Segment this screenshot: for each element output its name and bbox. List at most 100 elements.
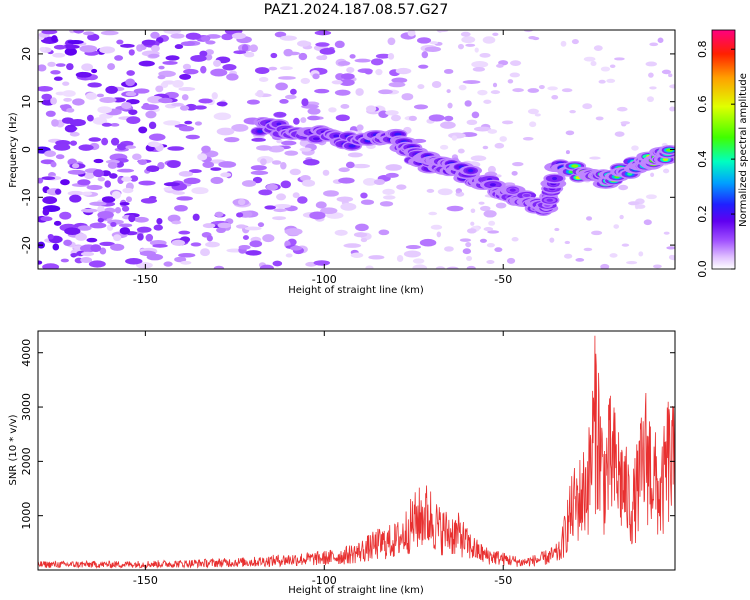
noise-blob bbox=[313, 260, 331, 266]
y-tick-label: 2000 bbox=[20, 447, 33, 475]
noise-blob bbox=[297, 196, 308, 204]
noise-blob bbox=[307, 115, 321, 121]
noise-blob bbox=[583, 56, 596, 62]
noise-blob bbox=[210, 68, 228, 77]
noise-blob bbox=[323, 190, 339, 197]
noise-blob bbox=[455, 190, 461, 194]
noise-blob bbox=[279, 35, 297, 41]
noise-blob bbox=[38, 64, 47, 72]
noise-blob bbox=[53, 44, 66, 50]
noise-blob bbox=[465, 241, 472, 248]
noise-blob bbox=[146, 165, 160, 173]
noise-blob bbox=[272, 260, 283, 267]
noise-blob bbox=[157, 161, 165, 170]
noise-blob bbox=[483, 227, 494, 232]
noise-blob bbox=[477, 89, 488, 96]
noise-blob bbox=[440, 121, 456, 129]
noise-blob bbox=[244, 52, 255, 58]
noise-blob bbox=[179, 73, 192, 80]
noise-blob bbox=[334, 89, 351, 96]
noise-blob bbox=[82, 31, 95, 36]
ridge-blob bbox=[348, 144, 356, 148]
noise-blob bbox=[650, 172, 655, 177]
noise-blob bbox=[202, 223, 216, 229]
noise-blob bbox=[176, 196, 193, 201]
noise-blob bbox=[244, 226, 262, 231]
noise-blob bbox=[355, 88, 364, 96]
noise-blob bbox=[125, 91, 137, 97]
noise-blob bbox=[107, 161, 118, 169]
noise-blob bbox=[457, 148, 465, 154]
noise-blob bbox=[205, 49, 214, 56]
noise-blob bbox=[272, 216, 287, 221]
noise-blob bbox=[238, 198, 246, 206]
noise-blob bbox=[470, 155, 487, 162]
noise-blob bbox=[349, 54, 356, 59]
heatmap-ridge-layer bbox=[250, 116, 675, 216]
noise-blob bbox=[509, 60, 522, 67]
noise-blob bbox=[114, 206, 122, 214]
noise-blob bbox=[391, 77, 408, 84]
noise-blob bbox=[466, 228, 477, 234]
noise-blob bbox=[63, 239, 73, 246]
noise-blob bbox=[41, 30, 58, 35]
noise-blob bbox=[472, 66, 486, 72]
noise-blob bbox=[447, 102, 453, 109]
noise-blob bbox=[460, 31, 471, 37]
noise-blob bbox=[575, 258, 585, 262]
noise-blob bbox=[157, 74, 166, 80]
noise-blob bbox=[190, 55, 207, 62]
noise-blob bbox=[428, 211, 438, 216]
noise-blob bbox=[512, 88, 524, 93]
noise-blob bbox=[300, 117, 307, 124]
noise-blob bbox=[150, 44, 160, 52]
noise-blob bbox=[523, 30, 533, 33]
y-tick-label: -20 bbox=[20, 236, 33, 254]
noise-blob bbox=[486, 260, 495, 265]
noise-blob bbox=[101, 122, 112, 127]
noise-blob bbox=[90, 244, 102, 252]
noise-blob bbox=[188, 169, 202, 174]
noise-blob bbox=[446, 89, 451, 94]
noise-blob bbox=[97, 211, 114, 219]
noise-blob bbox=[75, 71, 90, 78]
noise-blob bbox=[210, 176, 224, 184]
noise-blob bbox=[598, 79, 606, 84]
noise-blob bbox=[275, 193, 287, 201]
noise-blob bbox=[279, 99, 289, 104]
noise-blob bbox=[75, 233, 87, 241]
colorbar-frame bbox=[711, 29, 736, 270]
noise-blob bbox=[618, 184, 629, 191]
noise-blob bbox=[443, 68, 454, 74]
noise-blob bbox=[110, 243, 125, 251]
noise-blob bbox=[583, 247, 593, 252]
noise-blob bbox=[50, 97, 57, 105]
noise-blob bbox=[301, 179, 316, 187]
noise-blob bbox=[620, 121, 631, 125]
noise-blob bbox=[145, 233, 154, 242]
noise-blob bbox=[285, 253, 293, 258]
noise-blob bbox=[198, 98, 213, 104]
noise-blob bbox=[216, 127, 235, 136]
noise-blob bbox=[292, 192, 300, 199]
x-tick-label: -100 bbox=[312, 273, 337, 286]
noise-blob bbox=[162, 80, 176, 85]
noise-blob bbox=[213, 112, 232, 121]
noise-blob bbox=[600, 66, 611, 72]
x-tick-label: -150 bbox=[133, 273, 158, 286]
snr-y-ticks: 1000 2000 3000 4000 bbox=[20, 339, 675, 530]
noise-blob bbox=[202, 161, 215, 169]
noise-blob bbox=[490, 90, 501, 95]
noise-blob bbox=[354, 58, 371, 63]
noise-blob bbox=[50, 161, 57, 168]
noise-blob bbox=[551, 94, 559, 100]
noise-blob bbox=[110, 137, 120, 146]
noise-blob bbox=[233, 50, 247, 55]
noise-blob bbox=[78, 144, 94, 151]
noise-blob bbox=[614, 131, 625, 137]
noise-blob bbox=[110, 123, 120, 127]
noise-blob bbox=[93, 158, 104, 164]
noise-blob bbox=[69, 140, 78, 146]
noise-blob bbox=[314, 88, 330, 94]
noise-blob bbox=[276, 139, 283, 144]
